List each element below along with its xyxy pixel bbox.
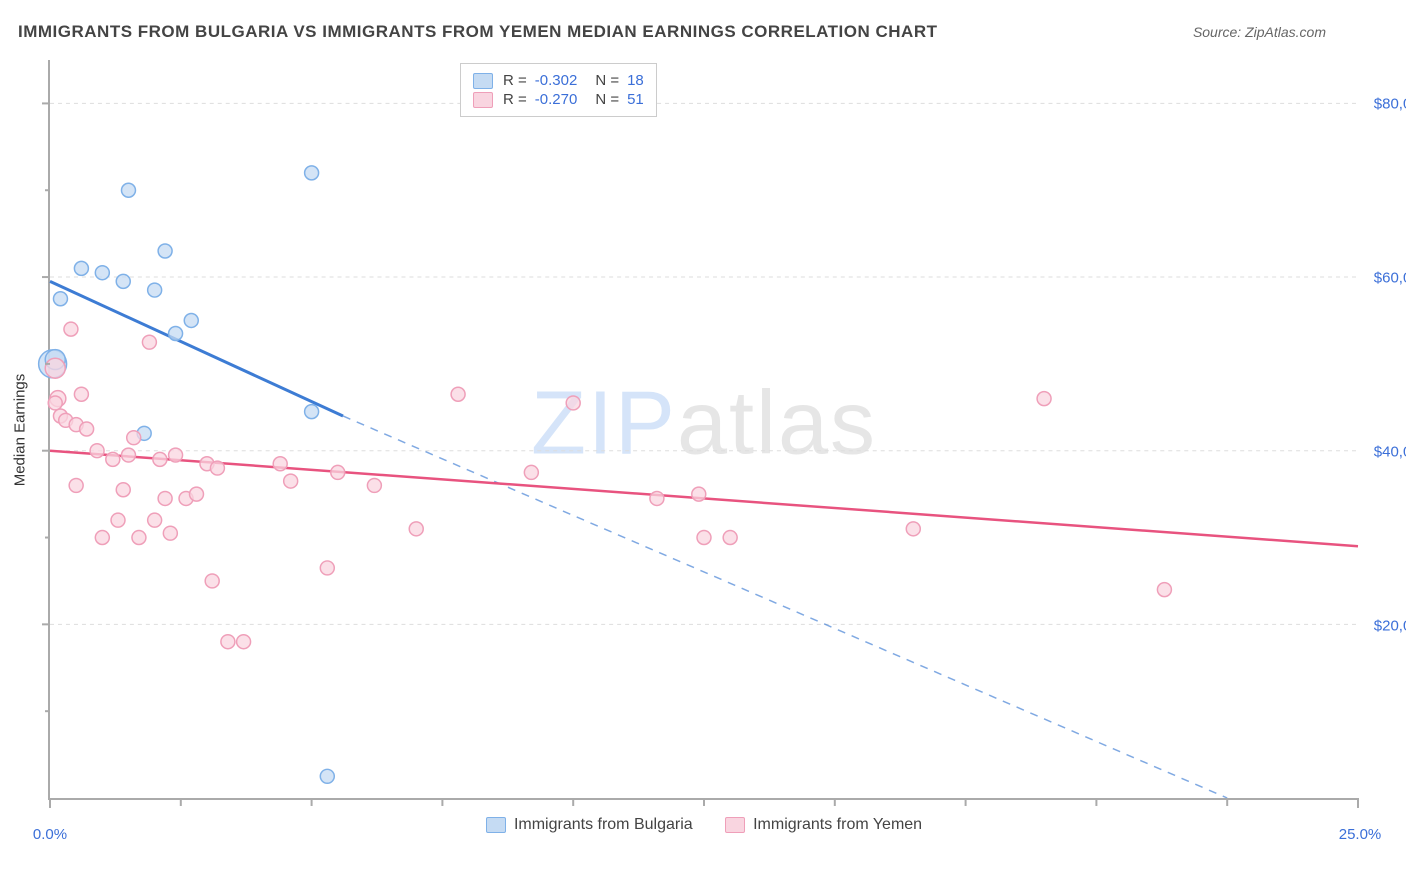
- n-label: N =: [595, 72, 619, 89]
- n-value-yemen: 51: [627, 91, 644, 108]
- plot-region: ZIPatlas R = -0.302 N = 18 R = -0.270 N …: [48, 60, 1358, 800]
- legend-top-row-yemen: R = -0.270 N = 51: [473, 91, 644, 108]
- legend-top-row-bulgaria: R = -0.302 N = 18: [473, 72, 644, 89]
- plot-svg: [50, 60, 1358, 798]
- n-value-bulgaria: 18: [627, 72, 644, 89]
- y-tick-label: $80,000: [1374, 95, 1406, 112]
- legend-swatch-bulgaria: [473, 73, 493, 89]
- r-value-yemen: -0.270: [535, 91, 578, 108]
- legend-item-yemen: Immigrants from Yemen: [725, 816, 922, 834]
- y-axis-title: Median Earnings: [12, 374, 29, 487]
- y-tick-label: $40,000: [1374, 443, 1406, 460]
- legend-swatch-bulgaria: [486, 817, 506, 833]
- y-tick-label: $20,000: [1374, 617, 1406, 634]
- legend-item-bulgaria: Immigrants from Bulgaria: [486, 816, 693, 834]
- legend-label-yemen: Immigrants from Yemen: [753, 816, 922, 834]
- legend-swatch-yemen: [473, 92, 493, 108]
- n-label: N =: [595, 91, 619, 108]
- r-value-bulgaria: -0.302: [535, 72, 578, 89]
- source-label: Source: ZipAtlas.com: [1193, 24, 1326, 40]
- legend-swatch-yemen: [725, 817, 745, 833]
- legend-label-bulgaria: Immigrants from Bulgaria: [514, 816, 693, 834]
- legend-bottom: Immigrants from Bulgaria Immigrants from…: [50, 816, 1358, 838]
- r-label: R =: [503, 72, 527, 89]
- legend-top: R = -0.302 N = 18 R = -0.270 N = 51: [460, 63, 657, 117]
- chart-title: IMMIGRANTS FROM BULGARIA VS IMMIGRANTS F…: [18, 22, 938, 41]
- y-tick-label: $60,000: [1374, 269, 1406, 286]
- chart-area: Median Earnings ZIPatlas R = -0.302 N = …: [48, 60, 1358, 800]
- r-label: R =: [503, 91, 527, 108]
